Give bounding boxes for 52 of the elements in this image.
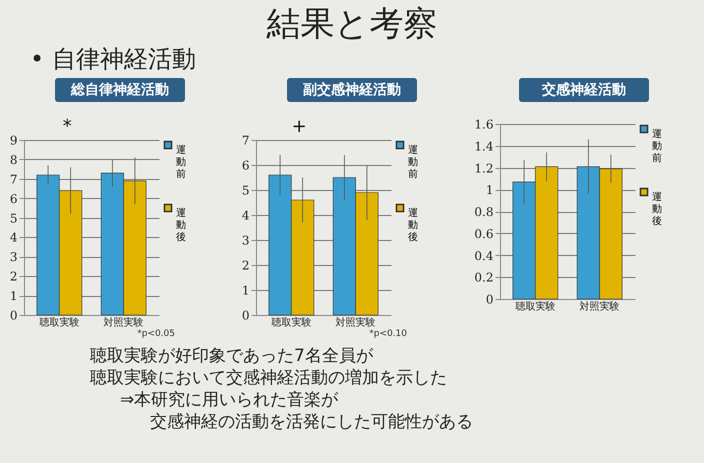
y-tick-label: 5	[242, 184, 250, 198]
legend-label: 運動後	[176, 207, 186, 243]
y-tick-label: 9	[10, 134, 18, 148]
text: +	[292, 116, 307, 137]
y-tick-label: 6	[242, 158, 250, 172]
x-tick-label: 聴取実験	[39, 316, 80, 328]
y-tick-label: 2	[242, 258, 250, 272]
legend-label: 運動前	[652, 128, 662, 164]
y-tick-label: 6	[10, 192, 18, 206]
text: • 自律神経活動	[30, 44, 197, 74]
y-tick-label: 1	[10, 289, 18, 304]
y-tick-label: 3	[242, 234, 250, 248]
y-tick-label: 0	[486, 292, 494, 306]
y-tick-label: 7	[242, 134, 250, 148]
text: 聴取実験において交感神経活動の増加を示した	[90, 367, 448, 389]
y-tick-label: 4	[10, 230, 18, 245]
text: *	[62, 116, 72, 137]
chart-title: 副交感神経活動	[287, 78, 417, 102]
chart-title: 交感神経活動	[519, 78, 649, 102]
x-tick-label: 対照実験	[336, 316, 376, 328]
text: 交感神経の活動を活発にした可能性がある	[150, 411, 474, 433]
legend-label: 運動前	[176, 144, 186, 180]
legend-label: 運動前	[408, 144, 418, 180]
y-tick-label: 5	[10, 211, 18, 226]
y-tick-label: 3	[10, 250, 18, 264]
legend-label: 運動後	[408, 207, 418, 243]
y-tick-label: 4	[242, 208, 250, 222]
x-tick-label: 対照実験	[104, 316, 144, 328]
y-tick-label: 0.2	[474, 270, 494, 285]
y-tick-label: 7	[10, 172, 18, 186]
chart-title: 総自律神経活動	[55, 78, 185, 102]
text: 聴取実験が好印象であった7名全員が	[90, 345, 374, 367]
y-tick-label: 1	[242, 284, 250, 298]
y-tick-label: 8	[10, 152, 18, 167]
text: *p<0.05	[136, 329, 175, 341]
y-tick-label: 0	[10, 308, 18, 322]
y-tick-label: 1.2	[474, 161, 494, 176]
text: ⇒本研究に用いられた音楽が	[120, 389, 340, 411]
text: *p<0.10	[368, 329, 407, 341]
y-tick-label: 1.4	[474, 139, 494, 154]
y-tick-label: 0.6	[474, 226, 494, 241]
y-tick-label: 0.8	[474, 205, 494, 219]
x-tick-label: 聴取実験	[271, 316, 312, 328]
x-tick-label: 聴取実験	[515, 300, 556, 312]
text: 結果と考察	[265, 4, 438, 44]
y-tick-label: 0	[242, 308, 250, 322]
legend-label: 運動後	[652, 191, 662, 227]
y-tick-label: 2	[10, 270, 18, 284]
x-tick-label: 対照実験	[580, 300, 620, 312]
y-tick-label: 1	[486, 183, 494, 198]
y-tick-label: 1.6	[474, 118, 494, 132]
y-tick-label: 0.4	[474, 248, 494, 263]
